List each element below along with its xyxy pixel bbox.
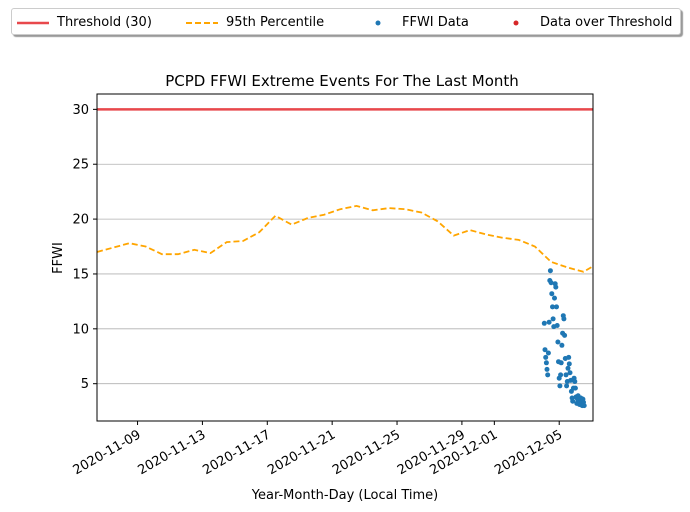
ffwi-data-point-42 [570,398,576,404]
x-tick-label-2020-11-13: 2020-11-13 [135,427,208,478]
legend-item-percentile: 95th Percentile [186,9,324,36]
ffwi-data-point-3 [543,360,549,366]
ffwi-data-point-13 [550,316,556,322]
ffwi-data-point-7 [546,319,552,325]
ffwi-data-point-12 [550,304,555,310]
legend-item-over-threshold: Data over Threshold [500,9,672,36]
x-tick-label-2020-11-25: 2020-11-25 [330,427,403,478]
ffwi-data-point-35 [565,365,571,371]
plot-frame [96,93,594,422]
ffwi-data-series [541,268,587,409]
y-tick-label-5: 5 [81,377,89,392]
ffwi-data-point-24 [558,372,564,378]
ffwi-data-point-26 [559,342,565,348]
legend-item-ffwi: FFWI Data [362,9,469,36]
ffwi-data-point-0 [541,320,547,326]
legend-swatch-ffwi [375,20,381,25]
y-tick-label-10: 10 [72,322,89,337]
y-tick-label-15: 15 [72,267,89,282]
legend-swatch-over-threshold [513,20,519,25]
ffwi-data-point-23 [557,383,563,389]
x-tick-label-2020-12-05: 2020-12-05 [492,427,565,478]
ffwi-data-point-1 [542,347,548,353]
legend-label-over-threshold: Data over Threshold [540,15,673,30]
ffwi-data-point-2 [543,354,549,360]
ffwi-data-point-36 [566,354,572,360]
y-tick-label-25: 25 [72,158,89,173]
y-tick-label-30: 30 [72,103,89,118]
ffwi-data-point-10 [548,280,554,286]
ffwi-data-point-37 [566,361,572,367]
percentile-95-line [96,204,594,273]
legend-item-threshold: Threshold (30) [17,9,152,36]
x-tick-label-2020-11-21: 2020-11-21 [265,427,338,478]
y-axis-ticks: 5 10 15 20 25 30 [72,103,97,392]
ffwi-data-point-20 [555,339,561,345]
legend-swatch-threshold [17,21,49,24]
ffwi-data-point-32 [563,372,569,378]
ffwi-data-point-5 [545,372,551,378]
x-axis-label: Year-Month-Day (Local Time) [251,488,438,503]
ffwi-data-point-46 [572,385,578,391]
legend-swatch-percentile [186,21,218,24]
legend-label-ffwi: FFWI Data [402,15,469,30]
y-tick-label-20: 20 [72,213,89,228]
ffwi-data-point-30 [562,332,568,338]
ffwi-data-point-4 [544,366,550,372]
ffwi-data-point-38 [567,370,573,376]
ffwi-data-point-29 [561,316,567,322]
ffwi-data-point-6 [545,350,551,356]
ffwi-data-point-11 [549,291,555,297]
ffwi-data-point-18 [554,304,559,310]
x-tick-label-2020-11-17: 2020-11-17 [200,427,273,478]
y-axis-label: FFWI [51,242,66,274]
ffwi-data-point-19 [554,323,560,328]
legend-label-threshold: Threshold (30) [57,15,152,30]
ffwi-data-point-45 [572,379,578,384]
x-tick-label-2020-11-09: 2020-11-09 [71,427,144,478]
ffwi-data-point-33 [564,383,570,389]
y-gridlines [97,108,593,385]
ffwi-data-point-25 [558,360,564,366]
ffwi-data-point-59 [581,403,587,409]
chart-title: PCPD FFWI Extreme Events For The Last Mo… [165,72,519,90]
legend: Threshold (30) 95th Percentile FFWI Data… [11,8,681,35]
ffwi-data-point-17 [553,284,559,290]
percentile-series [96,204,594,273]
x-axis-ticks: 2020-11-092020-11-132020-11-172020-11-21… [71,421,565,478]
legend-label-percentile: 95th Percentile [226,15,325,30]
ffwi-data-point-9 [547,268,553,274]
ffwi-data-point-15 [552,295,557,301]
